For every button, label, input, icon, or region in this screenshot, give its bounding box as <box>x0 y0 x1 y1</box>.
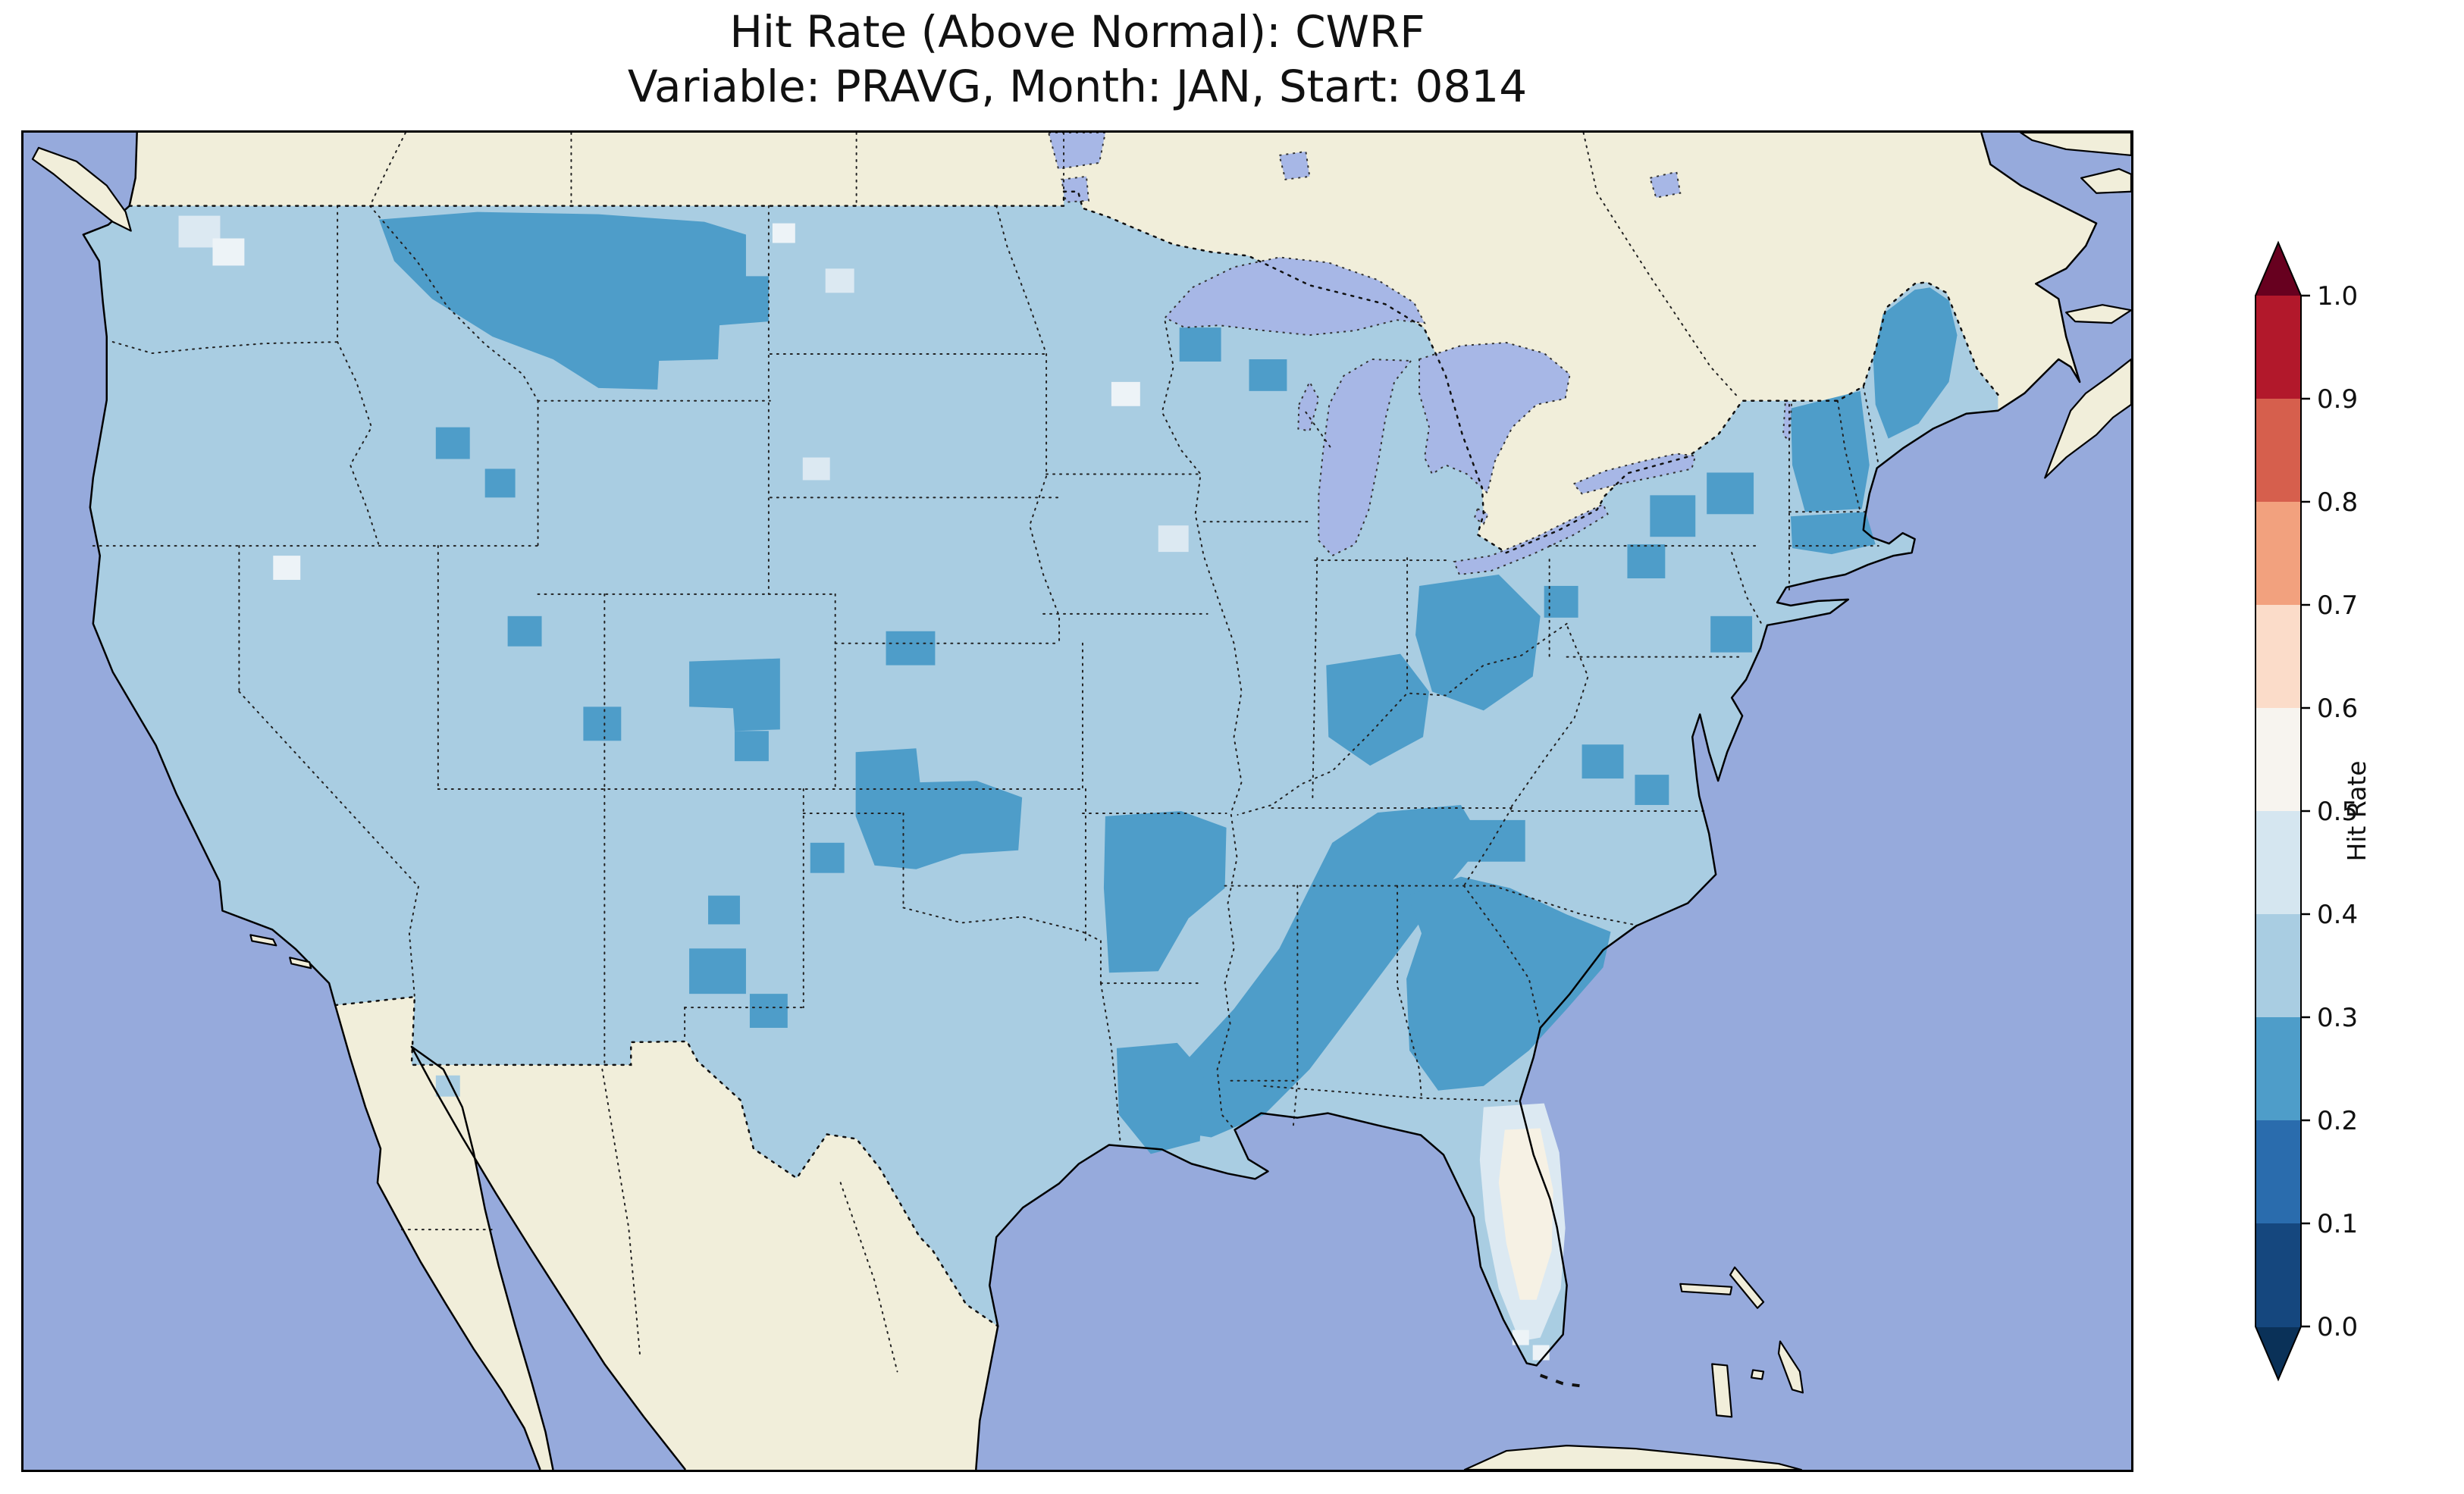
colorbar: 1.00.90.80.70.60.50.40.30.20.10.0 Hit Ra… <box>2237 236 2388 1396</box>
colorbar-tick-label: 0.6 <box>2317 694 2358 724</box>
colorbar-segment <box>2256 296 2301 399</box>
colorbar-segment <box>2256 1017 2301 1121</box>
colorbar-tick-label: 0.3 <box>2317 1003 2358 1033</box>
colorbar-extend-under <box>2256 1326 2301 1380</box>
colorbar-segment <box>2256 1223 2301 1327</box>
colorbar-tick-label: 0.9 <box>2317 384 2358 415</box>
colorbar-tick-label: 0.4 <box>2317 900 2358 930</box>
colorbar-segment <box>2256 1120 2301 1224</box>
colorbar-tick-label: 0.1 <box>2317 1209 2358 1239</box>
colorbar-segment <box>2256 502 2301 606</box>
chart-title: Hit Rate (Above Normal): CWRF <box>21 5 2133 59</box>
colorbar-segment <box>2256 708 2301 812</box>
colorbar-label: Hit Rate <box>2342 760 2372 861</box>
colorbar-tick-label: 0.0 <box>2317 1312 2358 1342</box>
colorbar-segment <box>2256 914 2301 1018</box>
colorbar-tick-label: 0.8 <box>2317 487 2358 518</box>
colorbar-segment <box>2256 811 2301 915</box>
chart-subtitle: Variable: PRAVG, Month: JAN, Start: 0814 <box>21 59 2133 114</box>
colorbar-tick-label: 0.7 <box>2317 590 2358 621</box>
figure-title-block: Hit Rate (Above Normal): CWRF Variable: … <box>21 5 2133 114</box>
colorbar-extend-over <box>2256 243 2301 296</box>
colorbar-segment <box>2256 605 2301 709</box>
lake-winnipeg-south <box>1049 133 1105 169</box>
lake-of-the-woods <box>1061 177 1089 202</box>
map <box>24 133 2131 1470</box>
colorbar-tick-label: 0.2 <box>2317 1106 2358 1136</box>
map-axes <box>21 130 2133 1472</box>
bahamas-cay <box>1751 1370 1763 1379</box>
colorbar-segments <box>2256 296 2301 1327</box>
colorbar-segment <box>2256 399 2301 503</box>
colorbar-tick-label: 1.0 <box>2317 281 2358 312</box>
